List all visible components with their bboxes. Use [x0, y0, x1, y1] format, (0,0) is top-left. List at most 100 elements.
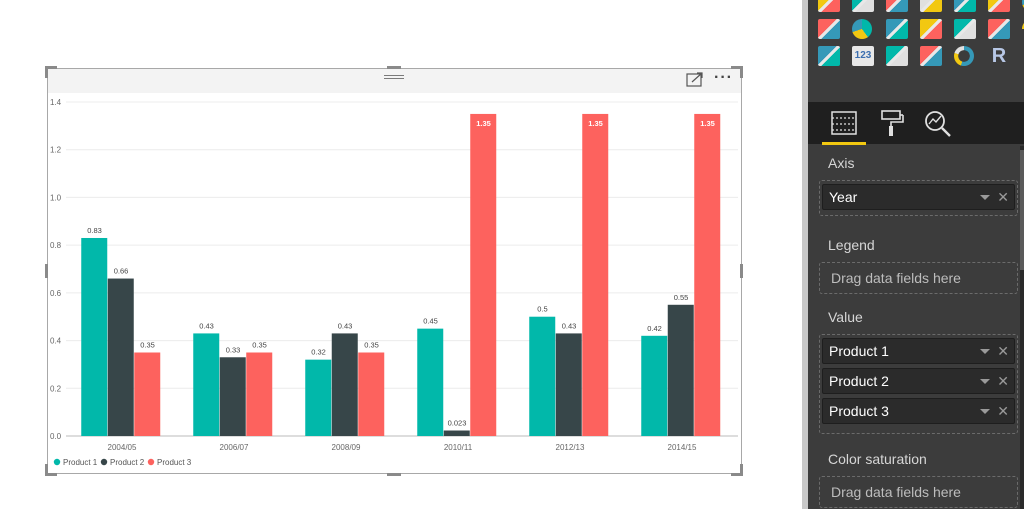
funnel-icon[interactable]: [988, 19, 1010, 39]
y-tick-label: 0.2: [50, 384, 62, 393]
color-saturation-section-label: Color saturation: [828, 451, 927, 467]
resize-handle-left[interactable]: [45, 264, 48, 278]
bar-product-3[interactable]: [582, 113, 609, 436]
matrix-icon[interactable]: [920, 19, 942, 39]
remove-field-icon[interactable]: ✕: [997, 373, 1009, 389]
bar-product-2[interactable]: [555, 333, 582, 436]
field-pill-value-product-3[interactable]: Product 3 ✕: [822, 398, 1015, 424]
bar-product-3[interactable]: [470, 113, 497, 436]
format-paint-roller-icon[interactable]: [876, 108, 908, 138]
resize-handle-right[interactable]: [740, 264, 743, 278]
data-label: 0.55: [674, 293, 689, 302]
pie-chart-icon[interactable]: [1022, 0, 1024, 12]
chevron-down-icon[interactable]: [980, 379, 990, 384]
bar-product-2[interactable]: [443, 430, 470, 436]
clustered-column-chart-visual[interactable]: ··· 0.0 0.2 0.4 0.6 0.8 1.0 1.2 1.4 0.83 0.66 0.3…: [47, 68, 742, 474]
bar-product-2[interactable]: [667, 304, 694, 436]
value-well[interactable]: [819, 334, 1018, 434]
bar-product-1[interactable]: [417, 328, 444, 436]
legend-section-label: Legend: [828, 237, 875, 253]
focus-mode-icon[interactable]: [686, 72, 704, 88]
bar-product-1[interactable]: [81, 237, 108, 436]
bar-product-3[interactable]: [134, 352, 161, 437]
bar-product-3[interactable]: [358, 352, 385, 437]
resize-handle-top-right[interactable]: [740, 66, 743, 78]
kpi-icon[interactable]: [886, 46, 908, 66]
resize-handle-top-left[interactable]: [45, 66, 48, 78]
data-label: 0.023: [448, 419, 467, 428]
bar-product-1[interactable]: [193, 333, 220, 436]
active-tab-indicator: [822, 142, 866, 145]
donut-icon[interactable]: [954, 46, 974, 66]
data-label: 0.32: [311, 348, 326, 357]
pane-divider[interactable]: [802, 0, 808, 509]
bar-product-3[interactable]: [694, 113, 721, 436]
filled-map-icon[interactable]: [954, 19, 976, 39]
legend-well[interactable]: [819, 262, 1018, 294]
value-section-label: Value: [828, 309, 863, 325]
field-pill-value-product-2[interactable]: Product 2 ✕: [822, 368, 1015, 394]
slicer-icon[interactable]: [920, 46, 942, 66]
scatter-icon[interactable]: [988, 0, 1010, 12]
x-tick-label: 2014/15: [668, 443, 697, 452]
data-label: 0.45: [423, 317, 438, 326]
visual-header: [48, 69, 741, 93]
analytics-magnifier-icon[interactable]: [922, 108, 954, 138]
pane-scrollbar[interactable]: [1020, 146, 1024, 509]
drag-grip-icon[interactable]: [384, 75, 404, 83]
data-label: 0.43: [338, 321, 353, 330]
chevron-down-icon[interactable]: [980, 349, 990, 354]
card-icon[interactable]: 123: [852, 46, 874, 66]
area-chart-icon[interactable]: [852, 0, 874, 12]
resize-handle-bottom-right[interactable]: [740, 464, 743, 476]
ribbon-chart-icon[interactable]: [920, 0, 942, 12]
chevron-down-icon[interactable]: [980, 409, 990, 414]
data-label: 0.35: [364, 341, 379, 350]
field-pill-axis-year[interactable]: Year ✕: [822, 184, 1015, 210]
y-tick-label: 0.8: [50, 241, 62, 250]
stacked-area-icon[interactable]: [886, 0, 908, 12]
color-saturation-well[interactable]: [819, 476, 1018, 508]
x-tick-label: 2012/13: [556, 443, 585, 452]
axis-well[interactable]: [819, 180, 1018, 216]
report-canvas: ··· 0.0 0.2 0.4 0.6 0.8 1.0 1.2 1.4 0.83 0.66 0.3…: [45, 66, 743, 476]
remove-field-icon[interactable]: ✕: [997, 403, 1009, 419]
waterfall-icon[interactable]: [954, 0, 976, 12]
resize-handle-bottom-left[interactable]: [45, 464, 48, 476]
legend-entry[interactable]: Product 2: [110, 458, 145, 467]
chevron-down-icon[interactable]: [980, 195, 990, 200]
legend-entry[interactable]: Product 3: [157, 458, 192, 467]
column-chart: 0.0 0.2 0.4 0.6 0.8 1.0 1.2 1.4 0.83 0.66 0.35 0.4…: [50, 98, 738, 467]
pane-scrollbar-thumb[interactable]: [1020, 150, 1024, 270]
resize-handle-top-right[interactable]: [731, 66, 743, 69]
remove-field-icon[interactable]: ✕: [997, 189, 1009, 205]
bar-product-2[interactable]: [219, 357, 246, 436]
x-tick-label: 2010/11: [444, 443, 473, 452]
bar-product-2[interactable]: [107, 278, 134, 436]
resize-handle-bottom-right[interactable]: [731, 473, 743, 476]
map-globe-icon[interactable]: [852, 19, 872, 39]
y-tick-label: 0.0: [50, 432, 62, 441]
fields-tab-icon[interactable]: [828, 108, 860, 138]
resize-handle-top[interactable]: [387, 66, 401, 69]
more-options-icon[interactable]: ···: [714, 69, 733, 86]
data-label: 0.5: [537, 305, 547, 314]
field-pill-value-product-1[interactable]: Product 1 ✕: [822, 338, 1015, 364]
bar-product-2[interactable]: [331, 333, 358, 436]
bar-product-3[interactable]: [246, 352, 273, 437]
bar-product-1[interactable]: [529, 316, 556, 436]
r-visual-icon[interactable]: R: [991, 45, 1007, 67]
multi-row-card-icon[interactable]: [818, 46, 840, 66]
table-icon[interactable]: [886, 19, 908, 39]
legend-entry[interactable]: Product 1: [63, 458, 98, 467]
bar-product-1[interactable]: [305, 359, 332, 436]
gauge-icon[interactable]: [1022, 19, 1024, 39]
resize-handle-top-left[interactable]: [45, 66, 57, 69]
resize-handle-bottom-left[interactable]: [45, 473, 57, 476]
y-tick-label: 1.0: [50, 193, 62, 202]
line-chart-icon[interactable]: [818, 0, 840, 12]
remove-field-icon[interactable]: ✕: [997, 343, 1009, 359]
treemap-icon[interactable]: [818, 19, 840, 39]
resize-handle-bottom[interactable]: [387, 473, 401, 476]
bar-product-1[interactable]: [641, 335, 668, 436]
